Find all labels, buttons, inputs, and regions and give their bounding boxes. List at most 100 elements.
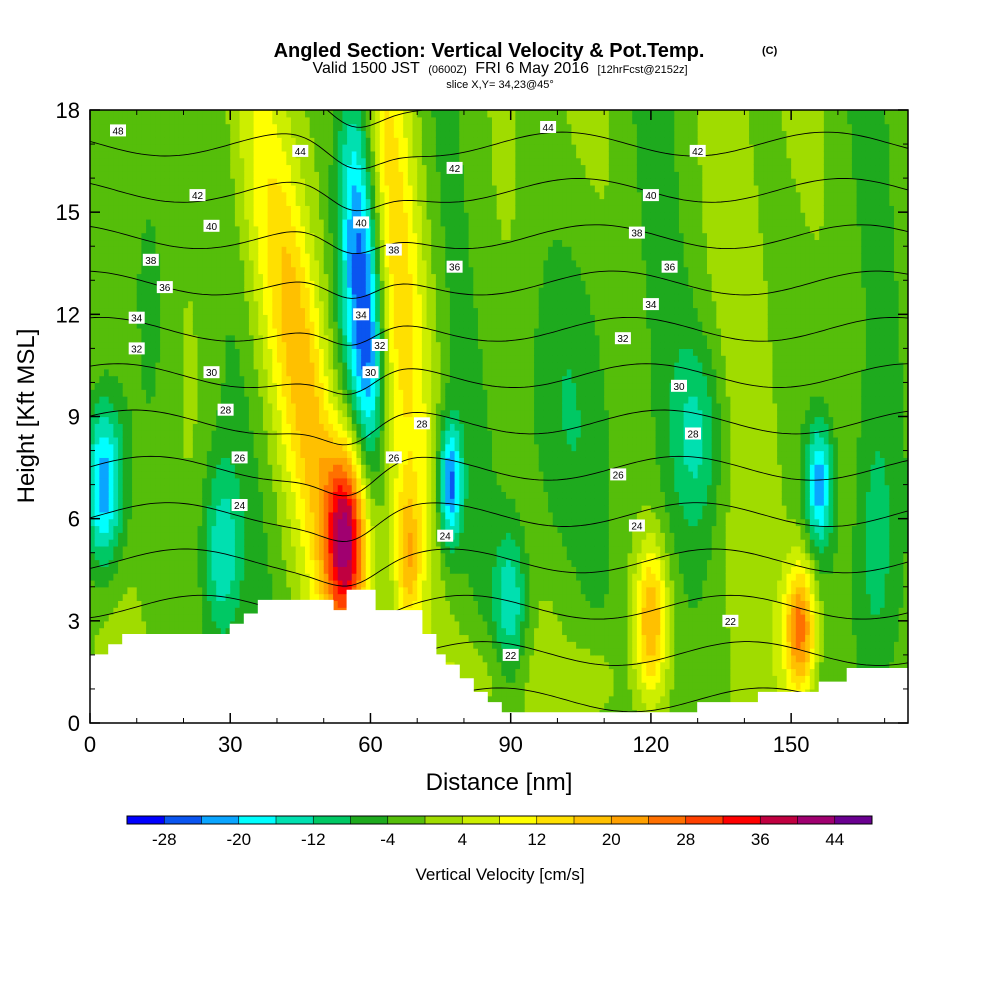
velocity-cell — [267, 505, 273, 513]
velocity-cell — [333, 157, 339, 166]
velocity-cell — [309, 212, 315, 220]
velocity-cell — [178, 246, 185, 254]
velocity-cell — [220, 239, 227, 247]
velocity-cell — [309, 321, 315, 329]
velocity-cell — [197, 566, 203, 574]
velocity-cell — [183, 505, 189, 513]
velocity-cell — [309, 511, 315, 520]
velocity-cell — [136, 518, 143, 527]
velocity-cell — [206, 212, 213, 220]
velocity-cell — [234, 314, 241, 322]
velocity-cell — [244, 593, 250, 601]
velocity-cell — [314, 491, 320, 499]
velocity-cell — [164, 464, 171, 472]
velocity-cell — [305, 218, 311, 227]
velocity-cell — [132, 396, 138, 404]
velocity-cell — [290, 375, 297, 384]
velocity-cell — [155, 450, 161, 458]
velocity-cell — [225, 498, 231, 506]
velocity-cell — [239, 423, 245, 431]
velocity-cell — [94, 198, 100, 206]
velocity-cell — [300, 368, 306, 377]
velocity-cell — [230, 573, 236, 581]
velocity-cell — [169, 300, 175, 309]
velocity-cell — [188, 559, 194, 567]
velocity-cell — [319, 293, 325, 302]
velocity-cell — [150, 600, 157, 608]
velocity-cell — [300, 246, 306, 254]
velocity-cell — [178, 498, 185, 506]
velocity-cell — [169, 232, 175, 241]
velocity-cell — [99, 607, 105, 615]
velocity-cell — [127, 484, 133, 493]
velocity-cell — [211, 477, 217, 486]
velocity-cell — [276, 586, 283, 595]
velocity-cell — [146, 402, 152, 411]
velocity-cell — [295, 470, 301, 479]
velocity-cell — [281, 246, 287, 254]
velocity-cell — [253, 212, 259, 220]
velocity-cell — [305, 402, 311, 411]
velocity-cell — [206, 116, 213, 125]
velocity-cell — [211, 600, 217, 608]
velocity-cell — [323, 178, 329, 186]
velocity-cell — [136, 116, 143, 125]
velocity-cell — [122, 389, 128, 397]
velocity-cell — [220, 327, 227, 336]
velocity-cell — [206, 552, 213, 561]
velocity-cell — [202, 552, 208, 561]
velocity-cell — [333, 450, 339, 458]
velocity-cell — [323, 184, 329, 193]
velocity-cell — [178, 416, 185, 424]
velocity-cell — [230, 518, 236, 527]
velocity-cell — [192, 259, 199, 268]
velocity-cell — [150, 430, 157, 438]
velocity-cell — [216, 470, 222, 479]
velocity-cell — [323, 375, 329, 384]
velocity-cell — [300, 232, 306, 241]
velocity-cell — [155, 307, 161, 315]
velocity-cell — [281, 205, 287, 213]
velocity-cell — [122, 450, 128, 458]
velocity-cell — [272, 477, 278, 486]
velocity-cell — [206, 539, 213, 547]
velocity-cell — [295, 178, 301, 186]
velocity-cell — [183, 253, 189, 261]
velocity-cell — [122, 559, 128, 567]
velocity-cell — [290, 184, 297, 193]
velocity-cell — [333, 532, 339, 540]
velocity-cell — [211, 484, 217, 493]
velocity-cell — [99, 232, 105, 241]
velocity-cell — [197, 579, 203, 588]
velocity-cell — [262, 505, 269, 513]
velocity-cell — [225, 314, 231, 322]
velocity-cell — [122, 212, 128, 220]
velocity-cell — [108, 545, 114, 554]
velocity-cell — [216, 545, 222, 554]
velocity-cell — [258, 409, 264, 418]
velocity-cell — [234, 409, 241, 418]
velocity-cell — [90, 273, 96, 281]
velocity-cell — [323, 518, 329, 527]
velocity-cell — [174, 348, 180, 356]
velocity-cell — [295, 334, 301, 343]
velocity-cell — [258, 539, 264, 547]
velocity-cell — [192, 137, 199, 145]
velocity-cell — [337, 593, 344, 601]
velocity-cell — [272, 110, 278, 118]
velocity-cell — [290, 368, 297, 377]
velocity-cell — [94, 539, 100, 547]
velocity-cell — [234, 539, 241, 547]
velocity-cell — [337, 253, 344, 261]
velocity-cell — [272, 321, 278, 329]
velocity-cell — [333, 593, 339, 601]
velocity-cell — [276, 423, 283, 431]
velocity-cell — [155, 218, 161, 227]
velocity-cell — [90, 484, 96, 493]
velocity-cell — [216, 164, 222, 172]
velocity-cell — [141, 409, 147, 418]
velocity-cell — [295, 457, 301, 465]
velocity-cell — [328, 150, 334, 159]
velocity-cell — [174, 341, 180, 349]
velocity-cell — [118, 518, 124, 527]
